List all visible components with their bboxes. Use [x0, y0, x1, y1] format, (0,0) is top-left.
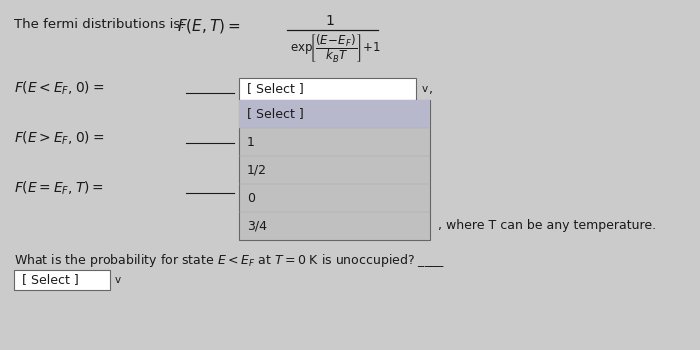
Bar — [239, 100, 430, 240]
Text: $F(E = E_F, T) =$: $F(E = E_F, T) =$ — [14, 180, 104, 197]
Text: The fermi distributions is:: The fermi distributions is: — [14, 18, 185, 31]
Text: 0: 0 — [246, 191, 255, 204]
Text: 3/4: 3/4 — [246, 219, 267, 232]
Text: v: v — [115, 275, 121, 285]
Text: $F(E > E_F, 0) =$: $F(E > E_F, 0) =$ — [14, 130, 104, 147]
Text: [ Select ]: [ Select ] — [246, 83, 304, 96]
Bar — [239, 100, 430, 128]
Text: What is the probability for state $E < E_F$ at $T = 0$ K is unoccupied? ____: What is the probability for state $E < E… — [14, 252, 445, 269]
Text: [ Select ]: [ Select ] — [246, 107, 304, 120]
Text: ,: , — [429, 83, 433, 96]
Bar — [239, 78, 416, 100]
Text: $F(E < E_F, 0) =$: $F(E < E_F, 0) =$ — [14, 80, 104, 97]
Text: v: v — [421, 84, 428, 94]
Text: $1$: $1$ — [325, 14, 335, 28]
Text: , where T can be any temperature.: , where T can be any temperature. — [438, 219, 656, 232]
Text: 1/2: 1/2 — [246, 163, 267, 176]
Text: 1: 1 — [246, 135, 255, 148]
Text: $\mathrm{exp}\!\left[\dfrac{(E\!-\!E_F)}{k_BT}\right]\!+\!1$: $\mathrm{exp}\!\left[\dfrac{(E\!-\!E_F)}… — [290, 32, 381, 64]
Text: $F(E,T) =$: $F(E,T) =$ — [177, 17, 241, 35]
Text: [ Select ]: [ Select ] — [22, 273, 78, 287]
Bar — [14, 270, 110, 290]
